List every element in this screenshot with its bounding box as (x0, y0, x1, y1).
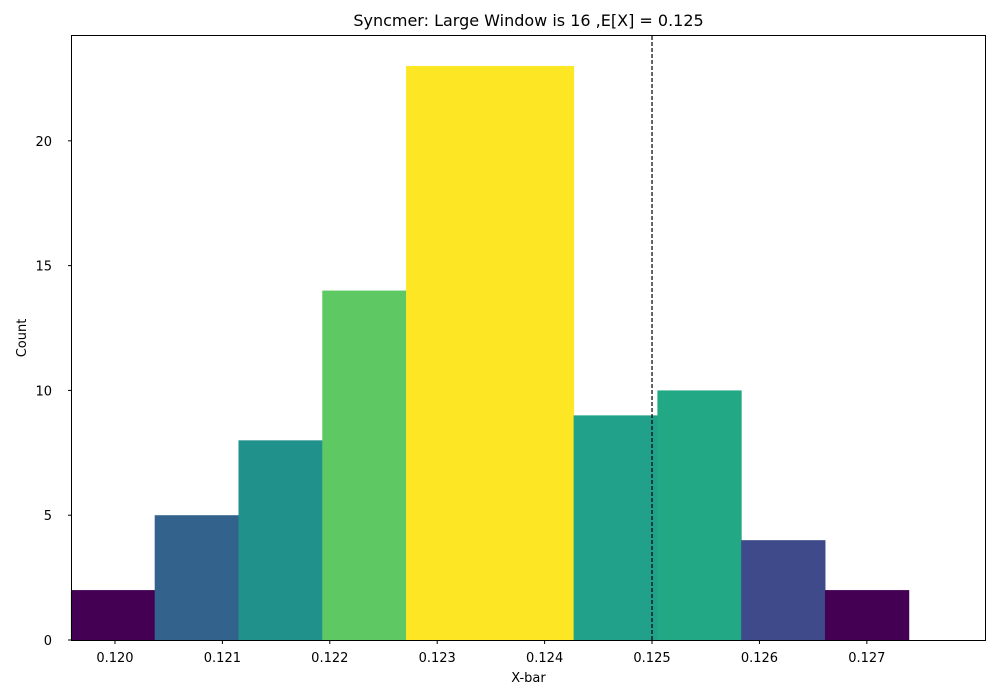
histogram-bar-8 (657, 390, 742, 640)
y-tick-label: 0 (44, 634, 52, 649)
x-axis-ticks: 0.120 0.121 0.122 0.123 0.124 0.125 0.126 0.127 (96, 640, 885, 666)
y-tick-label: 20 (35, 135, 52, 150)
x-tick-label: 0.125 (633, 651, 670, 666)
histogram-bar-6 (489, 65, 575, 640)
y-tick-label: 15 (35, 260, 52, 275)
histogram-bar-5 (406, 65, 491, 640)
x-axis-label: X-bar (511, 671, 546, 686)
y-tick-label: 10 (35, 384, 52, 399)
x-tick-label: 0.126 (741, 651, 778, 666)
histogram-bar-2 (154, 515, 239, 640)
histogram-bar-7 (573, 415, 658, 640)
x-tick-label: 0.120 (96, 651, 133, 666)
histogram-bar-9 (741, 540, 826, 640)
histogram-bar-4 (322, 290, 407, 640)
x-tick-label: 0.124 (526, 651, 563, 666)
histogram-bar-1 (70, 590, 156, 640)
y-tick-label: 5 (44, 509, 52, 524)
histogram-bars (70, 65, 910, 640)
histogram-bar-3 (238, 440, 323, 640)
x-tick-label: 0.122 (311, 651, 348, 666)
x-tick-label: 0.127 (848, 651, 885, 666)
x-tick-label: 0.123 (419, 651, 456, 666)
y-axis-ticks: 0 5 10 15 20 (35, 135, 72, 649)
plot-frame (71, 35, 986, 641)
histogram-bar-10 (824, 590, 910, 640)
y-axis-label: Count (15, 319, 30, 358)
x-tick-label: 0.121 (204, 651, 241, 666)
chart-title: Syncmer: Large Window is 16 ,E[X] = 0.12… (353, 11, 703, 30)
